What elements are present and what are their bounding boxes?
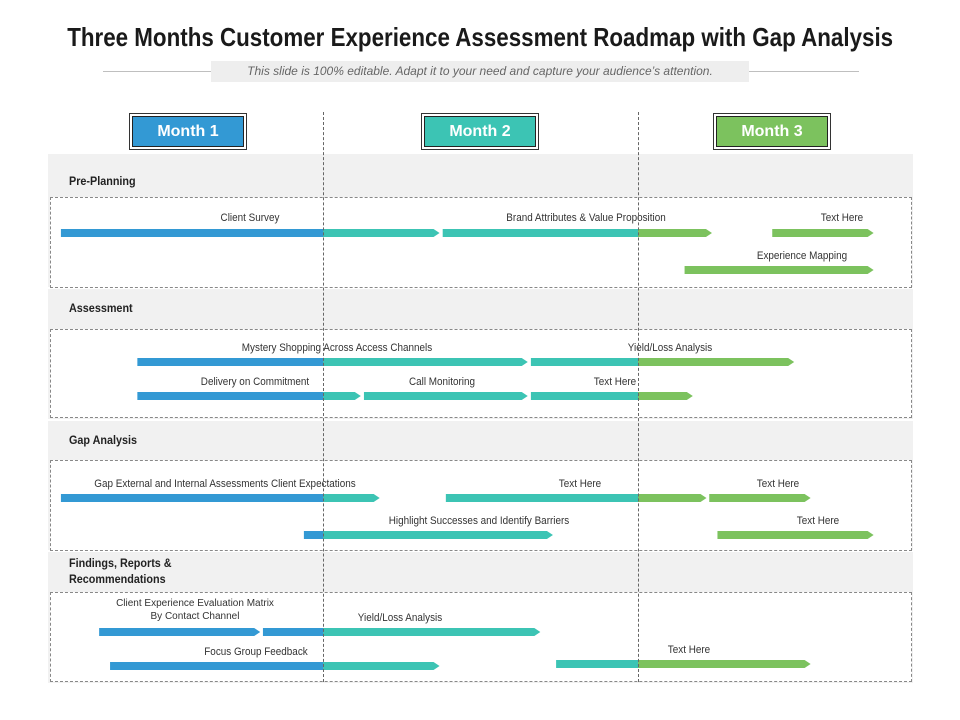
month-1-header: Month 1 [132, 116, 244, 147]
bar-label-delivery-on-commitment: Delivery on Commitment [200, 376, 310, 388]
subtitle-rule-left [103, 71, 211, 72]
section-box-pre-planning [50, 197, 912, 288]
bar-label-call-monitoring: Call Monitoring [408, 376, 476, 388]
section-label-gap-analysis: Gap Analysis [69, 433, 138, 447]
month-divider-2 [638, 112, 639, 682]
bar-label-highlight-successes: Highlight Successes and Identify Barrier… [388, 515, 570, 527]
section-label-pre-planning: Pre-Planning [69, 174, 136, 188]
month-divider-1 [323, 112, 324, 682]
bar-label-text-here: Text Here [756, 478, 800, 490]
bar-label-text-here: Text Here [820, 212, 864, 224]
bar-label-mystery-shopping: Mystery Shopping Across Access Channels [241, 342, 433, 354]
section-box-assessment [50, 329, 912, 418]
bar-label-yield-loss: Yield/Loss Analysis [627, 342, 713, 354]
subtitle-rule-right [749, 71, 859, 72]
bar-label-gap-external: Gap External and Internal Assessments Cl… [94, 478, 356, 490]
bar-label-text-here: Text Here [667, 644, 711, 656]
slide-subtitle: This slide is 100% editable. Adapt it to… [211, 61, 749, 82]
slide-title: Three Months Customer Experience Assessm… [67, 22, 894, 52]
bar-label-text-here: Text Here [593, 376, 637, 388]
month-2-header: Month 2 [424, 116, 536, 147]
bar-label-yield-loss: Yield/Loss Analysis [357, 612, 443, 624]
section-label-findings: Findings, Reports & Recommendations [69, 556, 172, 586]
bar-label-client-survey: Client Survey [220, 212, 280, 224]
bar-label-experience-mapping: Experience Mapping [756, 250, 848, 262]
bar-label-evaluation-matrix: Client Experience Evaluation Matrix By C… [116, 598, 274, 622]
month-3-header: Month 3 [716, 116, 828, 147]
bar-label-brand-attributes: Brand Attributes & Value Proposition [506, 212, 666, 224]
bar-label-text-here: Text Here [796, 515, 840, 527]
section-box-gap-analysis [50, 460, 912, 551]
bar-label-focus-group: Focus Group Feedback [204, 646, 308, 658]
section-label-assessment: Assessment [69, 301, 133, 315]
bar-label-text-here: Text Here [558, 478, 602, 490]
